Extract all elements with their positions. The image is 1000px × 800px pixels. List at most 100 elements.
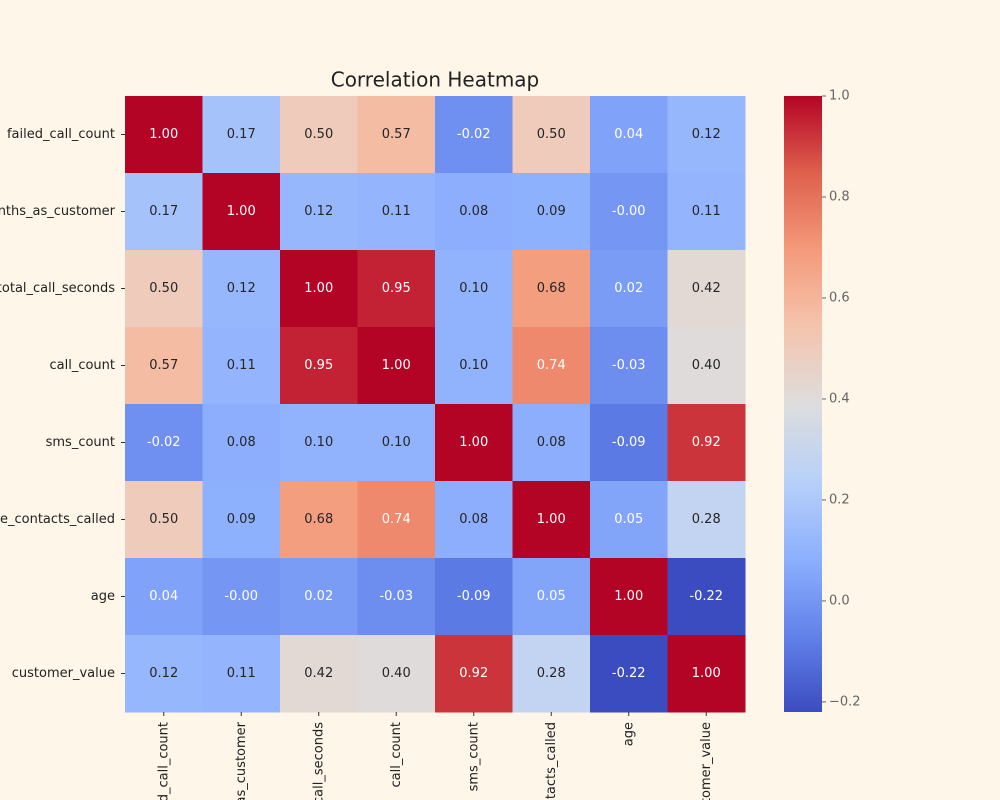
- heatmap-cell: [125, 558, 203, 636]
- heatmap-cell: [357, 173, 436, 251]
- cell-label: 1.00: [537, 512, 566, 527]
- cell-label: 0.40: [692, 358, 721, 373]
- heatmap-cell: [357, 404, 436, 482]
- heatmap-cell: [202, 635, 281, 713]
- colorbar-tick-label: 0.4: [829, 391, 850, 406]
- heatmap-cell: [512, 558, 591, 636]
- cell-label: 1.00: [692, 666, 721, 681]
- cell-label: -0.02: [147, 435, 181, 450]
- cell-label: 0.42: [692, 281, 721, 296]
- cell-label: 0.17: [149, 204, 178, 219]
- cell-label: 0.10: [304, 435, 333, 450]
- cell-label: 0.11: [692, 204, 721, 219]
- heatmap-cell: [280, 96, 358, 174]
- heatmap-cell: [590, 558, 668, 636]
- x-tick-label: sms_count: [466, 722, 481, 791]
- cell-label: 0.10: [459, 281, 488, 296]
- x-tick-label: months_as_customer: [234, 721, 249, 800]
- cell-label: 0.50: [304, 127, 333, 142]
- heatmap-cell: [435, 404, 513, 482]
- heatmap-cell: [667, 173, 746, 251]
- cell-label: -0.03: [612, 358, 646, 373]
- heatmap-cell: [590, 635, 668, 713]
- cell-label: 0.42: [304, 666, 333, 681]
- heatmap-cell: [280, 327, 358, 405]
- heatmap-cell: [280, 481, 358, 559]
- heatmap-cell: [357, 635, 436, 713]
- colorbar-tick-label: 0.6: [829, 290, 850, 305]
- cell-label: 0.74: [537, 358, 566, 373]
- cell-label: 0.50: [537, 127, 566, 142]
- heatmap-cell: [357, 481, 436, 559]
- y-tick-label: unique_contacts_called: [0, 512, 115, 527]
- cell-label: 0.10: [382, 435, 411, 450]
- heatmap-cell: [202, 96, 281, 174]
- cell-label: 0.12: [692, 127, 721, 142]
- y-tick-label: customer_value: [12, 666, 115, 681]
- cell-label: 0.57: [382, 127, 411, 142]
- cell-label: 0.12: [227, 281, 256, 296]
- heatmap-cell: [590, 481, 668, 559]
- y-tick-label: sms_count: [46, 435, 115, 450]
- cell-label: 0.08: [459, 204, 488, 219]
- heatmap-cell: [435, 558, 513, 636]
- heatmap-cell: [590, 96, 668, 174]
- heatmap-cell: [357, 327, 436, 405]
- cell-label: 0.05: [614, 512, 643, 527]
- cell-label: 0.08: [227, 435, 256, 450]
- cell-label: 1.00: [227, 204, 256, 219]
- heatmap-cell: [667, 404, 746, 482]
- cell-label: 0.74: [382, 512, 411, 527]
- heatmap-cell: [590, 404, 668, 482]
- heatmap-cell: [667, 96, 746, 174]
- chart-title: Correlation Heatmap: [331, 68, 540, 92]
- heatmap-cell: [280, 250, 358, 328]
- y-tick-label: call_count: [49, 358, 115, 373]
- colorbar-tick-label: 0.8: [829, 189, 850, 204]
- heatmap-cell: [125, 481, 203, 559]
- x-tick-label: failed_call_count: [156, 722, 171, 800]
- heatmap-cell: [512, 481, 591, 559]
- heatmap-cell: [125, 96, 203, 174]
- cell-label: 0.28: [537, 666, 566, 681]
- heatmap-cell: [435, 481, 513, 559]
- heatmap-cell: [280, 173, 358, 251]
- cell-label: 0.17: [227, 127, 256, 142]
- cell-label: 0.10: [459, 358, 488, 373]
- y-tick-label: months_as_customer: [0, 204, 116, 219]
- heatmap-cell: [590, 173, 668, 251]
- cell-label: 1.00: [614, 589, 643, 604]
- x-tick-label: customer_value: [699, 722, 714, 800]
- cell-label: 0.57: [149, 358, 178, 373]
- heatmap-cell: [280, 635, 358, 713]
- cell-label: -0.22: [689, 589, 723, 604]
- heatmap-cell: [590, 327, 668, 405]
- cell-label: 0.04: [149, 589, 178, 604]
- heatmap-cell: [202, 404, 281, 482]
- heatmap-cell: [280, 558, 358, 636]
- heatmap-cell: [667, 635, 746, 713]
- heatmap-cell: [590, 250, 668, 328]
- heatmap-cell: [435, 250, 513, 328]
- cell-label: 0.92: [459, 666, 488, 681]
- cell-label: 1.00: [459, 435, 488, 450]
- cell-label: -0.02: [457, 127, 491, 142]
- colorbar: −0.2 0.0 0.2 0.4 0.6 0.8 1.0: [784, 89, 861, 712]
- cell-label: 0.28: [692, 512, 721, 527]
- cell-label: 0.09: [537, 204, 566, 219]
- cell-label: 0.04: [614, 127, 643, 142]
- cell-label: 0.95: [304, 358, 333, 373]
- colorbar-gradient: [784, 96, 822, 712]
- x-tick-label: unique_contacts_called: [544, 722, 559, 800]
- cell-label: 0.50: [149, 281, 178, 296]
- heatmap-cell: [512, 96, 591, 174]
- colorbar-tick-label: 0.2: [829, 492, 850, 507]
- cell-label: 0.12: [304, 204, 333, 219]
- heatmap-cell: [202, 173, 281, 251]
- heatmap-cell: [280, 404, 358, 482]
- heatmap-cell: [202, 558, 281, 636]
- heatmap-cell: [667, 250, 746, 328]
- cell-label: 0.95: [382, 281, 411, 296]
- cell-label: 1.00: [382, 358, 411, 373]
